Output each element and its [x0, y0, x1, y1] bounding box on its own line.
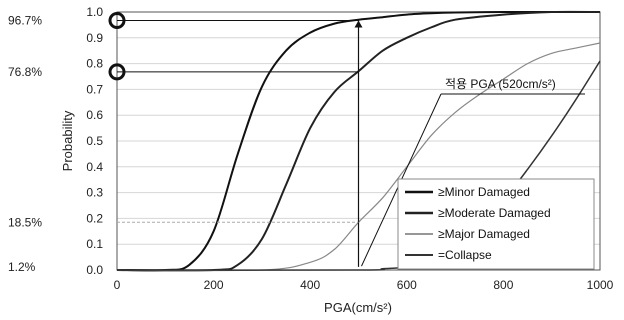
y-tick-label: 0.1	[86, 237, 103, 251]
legend-label-1: ≥Minor Damaged	[438, 185, 530, 199]
y-tick-label: 0.6	[86, 108, 103, 122]
side-markers: 96.7% 76.8% 18.5% 1.2%	[8, 12, 359, 274]
marker-circle	[108, 63, 126, 81]
legend-label-3: ≥Major Damaged	[438, 227, 530, 241]
y-axis-title: Probability	[60, 110, 75, 171]
pga-arrowhead	[354, 20, 363, 28]
legend-label-2: ≥Moderate Damaged	[438, 206, 551, 220]
y-tick-label: 0.3	[86, 186, 103, 200]
y-tick-label: 1.0	[86, 5, 103, 19]
y-tick-label: 0.4	[86, 160, 103, 174]
x-tick-label: 600	[397, 278, 417, 292]
marker-label: 96.7%	[8, 14, 42, 28]
marker-label: 18.5%	[8, 215, 42, 229]
y-tick-label: 0.8	[86, 57, 103, 71]
x-tick-label: 1000	[587, 278, 614, 292]
marker-circle	[108, 12, 126, 30]
legend: ≥Minor Damaged ≥Moderate Damaged ≥Major Da…	[397, 178, 595, 270]
x-tick-label: 0	[114, 278, 121, 292]
pga-annotation-label: 적용 PGA (520cm/s²)	[445, 77, 556, 91]
marker-label: 1.2%	[8, 260, 36, 274]
x-tick-label: 800	[493, 278, 513, 292]
x-axis-title: PGA(cm/s²)	[324, 300, 392, 315]
y-tick-labels: 0.0 0.1 0.2 0.3 0.4 0.5 0.6 0.7 0.8 0.9 1.0	[86, 5, 103, 277]
y-tick-label: 0.0	[86, 263, 103, 277]
y-tick-label: 0.7	[86, 82, 103, 96]
legend-label-4: =Collapse	[438, 248, 492, 262]
series-line-1	[116, 10, 600, 272]
x-tick-label: 400	[300, 278, 320, 292]
y-tick-label: 0.2	[86, 211, 103, 225]
y-tick-label: 0.9	[86, 31, 103, 45]
x-tick-labels: 0 200 400 600 800 1000	[114, 278, 614, 292]
x-tick-label: 200	[204, 278, 224, 292]
series-line-3	[116, 42, 601, 272]
y-tick-label: 0.5	[86, 134, 103, 148]
marker-label: 76.8%	[8, 65, 42, 79]
